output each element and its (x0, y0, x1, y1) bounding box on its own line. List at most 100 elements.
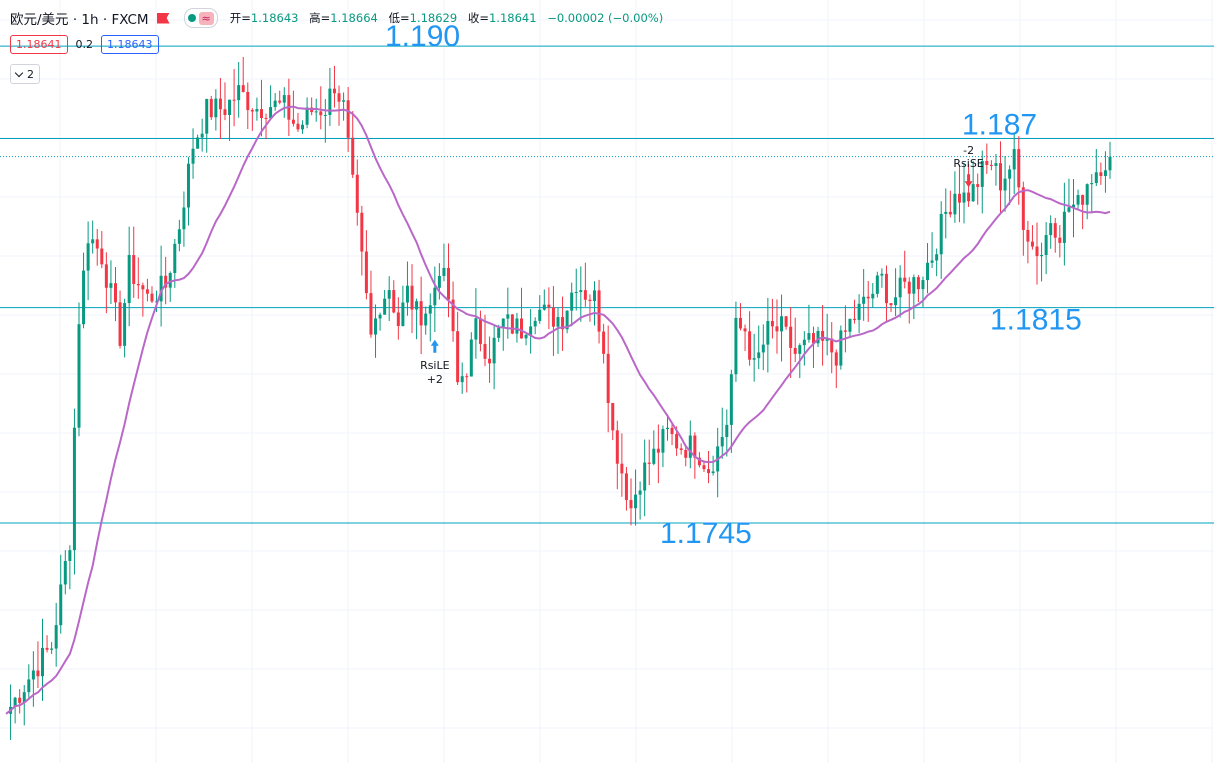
level-label: 1.1745 (660, 517, 752, 550)
candle (109, 283, 113, 288)
candle (702, 465, 706, 470)
candle (177, 229, 181, 244)
candle (784, 316, 788, 327)
candle (1094, 172, 1098, 184)
candle (428, 305, 432, 314)
candle (209, 98, 213, 118)
candle (127, 255, 131, 304)
candle (132, 255, 136, 284)
candle (675, 434, 679, 449)
candle (173, 243, 177, 274)
candle (478, 318, 482, 344)
candle (848, 318, 852, 332)
candle (1081, 195, 1085, 205)
signal-qty: -2 (963, 144, 974, 157)
candle (980, 161, 984, 187)
candle (757, 352, 761, 359)
candle (994, 163, 998, 166)
candle (898, 277, 902, 298)
candle (738, 317, 742, 329)
candle (332, 88, 336, 94)
candle (186, 163, 190, 208)
candle (592, 290, 596, 302)
candle (415, 301, 419, 310)
candle (629, 500, 633, 509)
candle (953, 193, 957, 215)
candle (825, 338, 829, 341)
candle (469, 339, 473, 377)
candle (54, 625, 58, 649)
candle (638, 490, 642, 495)
candle (100, 248, 104, 265)
candle (624, 473, 628, 501)
candle (743, 328, 747, 332)
candle (488, 358, 492, 364)
candle (1085, 184, 1089, 205)
sell-price-button[interactable]: 1.18641 (10, 35, 68, 54)
candle (264, 118, 268, 120)
candle (574, 292, 578, 294)
candle (255, 109, 259, 112)
candle (1103, 170, 1107, 177)
candle (13, 697, 17, 707)
candle (510, 314, 514, 334)
short-signal-arrow (964, 174, 973, 188)
candle (269, 107, 273, 119)
candle (451, 299, 455, 332)
candle (141, 285, 145, 290)
candle (1017, 149, 1021, 188)
candle (538, 309, 542, 321)
indicators-toggle-button[interactable]: 2 (10, 64, 40, 84)
candle (707, 469, 711, 474)
candle (168, 273, 172, 288)
candle (907, 281, 911, 294)
symbol-title[interactable]: 欧元/美元 · 1h · FXCM (10, 12, 149, 28)
candles (9, 57, 1112, 740)
candle (1072, 204, 1076, 208)
high-value: 1.18664 (330, 11, 378, 25)
level-label: 1.190 (385, 20, 460, 53)
candle (634, 494, 638, 509)
candle (437, 275, 441, 288)
candle (196, 137, 200, 149)
market-status-pill[interactable]: ≈ (183, 8, 218, 28)
candle (410, 285, 414, 310)
candle (583, 290, 587, 300)
candle (597, 290, 601, 332)
candle (200, 133, 204, 138)
candle (944, 211, 948, 214)
candle (291, 119, 295, 124)
candle (862, 296, 866, 304)
candle (939, 213, 943, 255)
candle (383, 298, 387, 315)
candle (935, 254, 939, 261)
market-open-icon (187, 14, 196, 22)
candle (1099, 172, 1103, 177)
candle (36, 670, 40, 677)
candle (424, 313, 428, 326)
candle (789, 326, 793, 348)
candle (542, 304, 546, 310)
candle (611, 403, 615, 431)
candle (1067, 207, 1071, 212)
candle (1049, 223, 1053, 236)
candle (647, 462, 651, 464)
candle (524, 334, 528, 339)
candle (857, 303, 861, 320)
candle (396, 312, 400, 326)
candle (926, 262, 930, 281)
candle (22, 692, 26, 703)
candle (328, 88, 332, 115)
candle (474, 318, 478, 340)
candle (643, 462, 647, 491)
buy-price-button[interactable]: 1.18643 (101, 35, 159, 54)
candle (465, 376, 469, 378)
candle (761, 344, 765, 353)
signal-label: RsiSE (953, 157, 983, 170)
flag-icon[interactable] (156, 12, 170, 24)
candle (50, 648, 54, 650)
candle (214, 98, 218, 118)
